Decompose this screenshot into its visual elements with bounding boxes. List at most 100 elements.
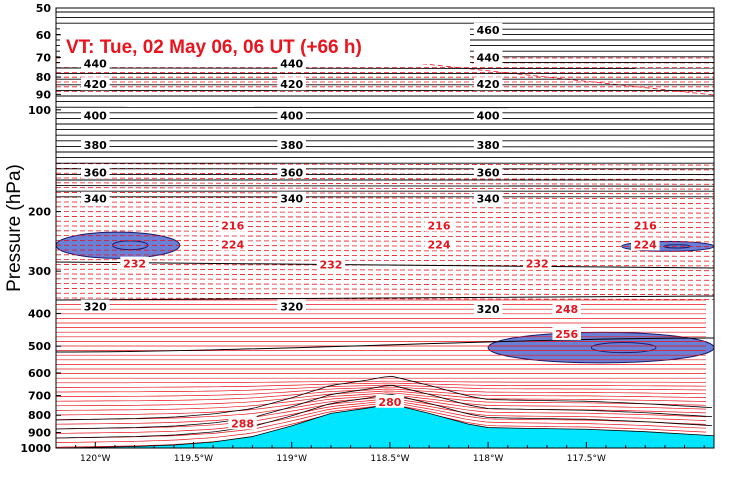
theta-label: 400	[84, 110, 107, 123]
temperature-label: 216	[634, 220, 657, 233]
temperature-label: 288	[231, 417, 254, 430]
x-axis: 120°W 119.5°W 119°W 118.5°W 118°W 117.5°W	[55, 442, 705, 464]
temperature-line	[56, 288, 714, 291]
theta-label: 380	[477, 139, 500, 152]
theta-line	[56, 384, 713, 430]
contour-label-bg	[552, 326, 581, 340]
temperature-label: 224	[634, 238, 657, 251]
temperature-line	[56, 254, 714, 257]
contour-label-bg	[218, 218, 248, 232]
temperature-line	[56, 211, 714, 214]
contour-label-bg	[218, 237, 248, 251]
contour-label-bg	[473, 137, 503, 151]
temperature-line	[56, 206, 714, 209]
contour-label-bg	[552, 301, 581, 315]
temperature-line	[56, 382, 707, 388]
temperature-line	[56, 297, 714, 300]
temperature-line	[56, 192, 714, 195]
contour-label-bg	[631, 237, 660, 251]
contour-label-bg	[424, 237, 454, 251]
temperature-line	[56, 273, 714, 276]
contour-label-bg	[81, 165, 110, 179]
temperature-line	[56, 196, 714, 200]
x-tick-label: 119°W	[276, 454, 307, 464]
temperature-line	[56, 388, 707, 402]
x-tick-label: 117.5°W	[567, 454, 606, 464]
theta-label: 360	[84, 166, 107, 179]
temperature-line	[405, 61, 714, 96]
contour-label-bg	[522, 256, 552, 270]
theta-label: 380	[280, 139, 303, 152]
contour-label-bg	[631, 218, 660, 232]
contour-label-bg	[81, 137, 110, 151]
theta-line	[56, 67, 714, 70]
temperature-label: 280	[378, 396, 401, 409]
contour-label-bg	[473, 191, 503, 205]
contour-label-bg	[81, 77, 110, 91]
temperature-line	[56, 182, 714, 185]
temperature-line	[56, 268, 714, 272]
temperature-line	[56, 244, 714, 248]
contour-label-bg	[473, 301, 503, 315]
theta-line	[56, 145, 714, 148]
contour-label-bg	[316, 257, 346, 271]
theta-label: 400	[477, 110, 500, 123]
plot-frame	[55, 7, 715, 449]
temperature-line	[56, 392, 707, 411]
contour-label-bg	[277, 165, 306, 179]
y-tick-label: 300	[28, 265, 51, 278]
temperature-line	[56, 380, 706, 384]
temperature-line	[56, 177, 714, 180]
contour-label-bg	[424, 218, 454, 232]
contour-label-bg	[277, 137, 306, 151]
contour-label-bg	[277, 56, 306, 70]
valid-time-box: VT: Tue, 02 May 06, 06 UT (+66 h)	[60, 28, 470, 64]
y-tick-label: 400	[28, 307, 51, 320]
temperature-line	[56, 230, 714, 233]
contour-label-bg	[375, 394, 405, 408]
shaded-region-core	[590, 342, 657, 354]
temperature-line	[56, 384, 707, 393]
temperature-label: 216	[221, 220, 244, 233]
temperature-line	[56, 216, 714, 219]
contour-label-bg	[81, 108, 110, 122]
contour-label-bg	[81, 56, 110, 70]
valid-time-title: VT: Tue, 02 May 06, 06 UT (+66 h)	[66, 37, 362, 58]
theta-label: 320	[280, 301, 303, 314]
x-tick-label: 119.5°W	[174, 454, 213, 464]
contour-label-bg	[473, 22, 503, 36]
contour-label-bg	[473, 165, 503, 179]
theta-label: 440	[280, 58, 303, 71]
temperature-label: 232	[320, 259, 343, 272]
y-tick-label: 60	[36, 29, 52, 42]
temperature-line	[56, 235, 714, 238]
y-tick-label: 500	[28, 340, 51, 353]
contour-label-bg	[473, 50, 503, 64]
temperature-line	[56, 249, 714, 252]
temperature-line	[56, 278, 714, 281]
temperature-line	[56, 390, 707, 407]
theta-line	[56, 375, 713, 421]
theta-label: 320	[84, 301, 107, 314]
temperature-line	[56, 225, 714, 228]
temperature-contours	[56, 57, 714, 448]
temperature-label: 256	[555, 328, 578, 341]
y-tick-label: 1000	[20, 442, 51, 455]
y-tick-label: 900	[28, 427, 51, 440]
contour-label-bg	[120, 256, 149, 270]
temperature-line	[56, 163, 714, 166]
y-tick-label: 600	[28, 367, 51, 380]
contour-label-bg	[277, 191, 306, 205]
theta-label: 420	[477, 78, 500, 91]
x-tick-label: 120°W	[80, 454, 111, 464]
temperature-line	[56, 386, 707, 397]
contour-label-bg	[228, 416, 257, 430]
terrain-surface	[56, 403, 714, 448]
theta-label: 440	[477, 51, 500, 64]
temperature-line	[56, 259, 714, 262]
theta-label: 320	[477, 303, 500, 316]
temperature-label: 248	[555, 303, 578, 316]
theta-label: 440	[84, 58, 107, 71]
temperature-line	[56, 187, 714, 190]
